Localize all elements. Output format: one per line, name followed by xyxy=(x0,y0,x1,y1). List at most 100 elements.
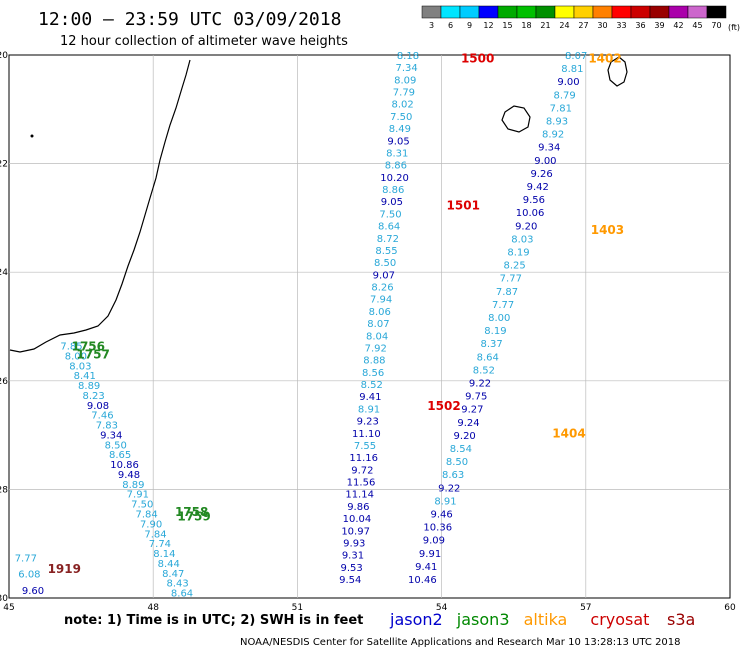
colorbar-label: 27 xyxy=(578,21,588,30)
wave-height-value: 9.54 xyxy=(339,575,361,586)
footer-note: note: 1) Time is in UTC; 2) SWH is in fe… xyxy=(64,613,363,628)
wave-height-value: 9.86 xyxy=(347,502,369,513)
wave-height-value: 7.92 xyxy=(365,343,387,354)
wave-height-value: 7.79 xyxy=(393,88,415,99)
wave-height-value: 8.54 xyxy=(450,444,472,455)
wave-height-value: 7.94 xyxy=(370,295,392,306)
wave-height-value: 8.72 xyxy=(377,234,399,245)
reunion-island xyxy=(501,105,531,133)
coastlines xyxy=(9,56,628,353)
wave-height-value: 8.23 xyxy=(82,391,104,402)
wave-height-value: 7.50 xyxy=(131,500,153,511)
colorbar-swatch xyxy=(478,5,499,19)
wave-height-value: 8.19 xyxy=(507,247,529,258)
wave-height-value: 8.86 xyxy=(382,185,404,196)
wave-height-value: 8.93 xyxy=(546,116,568,127)
wave-height-value: 7.34 xyxy=(395,63,417,74)
wave-height-value: 8.64 xyxy=(171,589,193,600)
colorbar-swatch xyxy=(497,5,518,19)
wave-height-value: 7.83 xyxy=(96,421,118,432)
wave-height-value: 8.18 xyxy=(397,51,419,62)
wave-height-value: 11.14 xyxy=(345,490,374,501)
colorbar-unit: (ft) xyxy=(728,23,740,32)
time-stamp: 1402 xyxy=(588,52,621,66)
grid-lines xyxy=(9,55,730,598)
wave-height-value: 8.41 xyxy=(74,371,96,382)
time-stamp: 1502 xyxy=(427,399,460,413)
wave-height-value: 8.50 xyxy=(105,440,127,451)
wave-height-value: 9.60 xyxy=(22,586,44,597)
chart-subtitle: 12 hour collection of altimeter wave hei… xyxy=(60,34,348,49)
colorbar-label: 30 xyxy=(597,21,607,30)
time-stamp: 1757 xyxy=(76,348,109,362)
wave-height-value: 8.91 xyxy=(434,496,456,507)
colorbar-label: 6 xyxy=(448,21,453,30)
colorbar-swatch xyxy=(516,5,537,19)
wave-height-value: 8.07 xyxy=(367,319,389,330)
wave-height-value: 9.27 xyxy=(461,405,483,416)
colorbar-swatch xyxy=(440,5,461,19)
wave-height-value: 8.63 xyxy=(442,470,464,481)
wave-height-value: 7.50 xyxy=(379,209,401,220)
wave-height-value: 7.84 xyxy=(144,529,166,540)
legend-jason2: jason2 xyxy=(389,610,443,629)
wave-height-value: 8.07 xyxy=(565,51,587,62)
time-stamp: 1500 xyxy=(461,52,494,66)
colorbar-label: 39 xyxy=(654,21,664,30)
wave-height-value: 9.05 xyxy=(381,197,403,208)
color-scale-legend: 3 6 9 12 15 18 21 24 27 30 33 36 39 42 45 70 xyxy=(421,5,727,30)
y-tick-label: -22 xyxy=(0,160,8,170)
colorbar-swatch xyxy=(459,5,480,19)
track-jason3: 7.858.008.038.418.898.239.087.467.839.34… xyxy=(60,342,193,600)
colorbar-label: 42 xyxy=(673,21,683,30)
x-tick-label: 54 xyxy=(436,603,448,613)
wave-height-value: 9.26 xyxy=(530,169,552,180)
colorbar-label: 18 xyxy=(521,21,531,30)
legend-jason3: jason3 xyxy=(456,610,510,629)
wave-height-value: 9.72 xyxy=(351,465,373,476)
colorbar-swatch xyxy=(649,5,670,19)
wave-height-value: 7.46 xyxy=(91,411,113,422)
wave-height-value: 9.34 xyxy=(538,143,560,154)
wave-height-value: 9.00 xyxy=(557,77,579,88)
wave-height-value: 8.04 xyxy=(366,331,388,342)
wave-height-value: 9.42 xyxy=(527,182,549,193)
wave-height-value: 8.52 xyxy=(361,380,383,391)
colorbar-label: 24 xyxy=(559,21,569,30)
wave-height-value: 8.02 xyxy=(391,100,413,111)
wave-height-value: 10.86 xyxy=(110,460,139,471)
time-stamp: 1758 xyxy=(175,505,208,519)
wave-height-value: 8.89 xyxy=(78,381,100,392)
plot-area: 8.187.348.097.798.027.508.499.058.318.86… xyxy=(8,51,731,600)
colorbar-label: 36 xyxy=(635,21,645,30)
time-stamp: 1756 xyxy=(72,340,105,354)
wave-height-value: 7.91 xyxy=(127,490,149,501)
wave-height-value: 9.20 xyxy=(515,221,537,232)
wave-height-value: 8.19 xyxy=(484,326,506,337)
y-axis-ticks: -20 -22 -24 -26 -28 -30 xyxy=(0,51,8,604)
colorbar-label: 21 xyxy=(540,21,550,30)
wave-height-value: 8.47 xyxy=(162,569,184,580)
colorbar-label: 33 xyxy=(616,21,626,30)
time-stamp: 1759 xyxy=(177,509,210,523)
y-tick-label: -20 xyxy=(0,51,8,61)
wave-height-value: 8.88 xyxy=(363,356,385,367)
wave-height-value: 7.74 xyxy=(149,539,171,550)
wave-height-value: 9.56 xyxy=(523,195,545,206)
colorbar-swatch xyxy=(706,5,727,19)
wave-height-value: 7.81 xyxy=(550,103,572,114)
wave-height-value: 9.00 xyxy=(534,156,556,167)
wave-height-value: 8.03 xyxy=(69,361,91,372)
wave-height-value: 8.89 xyxy=(122,480,144,491)
wave-height-value: 9.22 xyxy=(469,378,491,389)
wave-height-value: 9.08 xyxy=(87,401,109,412)
colorbar-label: 15 xyxy=(502,21,512,30)
wave-height-value: 11.10 xyxy=(352,429,381,440)
wave-height-value: 7.87 xyxy=(496,287,518,298)
madagascar-coastline xyxy=(9,59,191,353)
mauritius-island xyxy=(607,56,628,87)
wave-height-value: 9.53 xyxy=(340,563,362,574)
colorbar-swatch xyxy=(611,5,632,19)
wave-height-value: 9.41 xyxy=(415,562,437,573)
wave-height-value: 8.50 xyxy=(374,258,396,269)
